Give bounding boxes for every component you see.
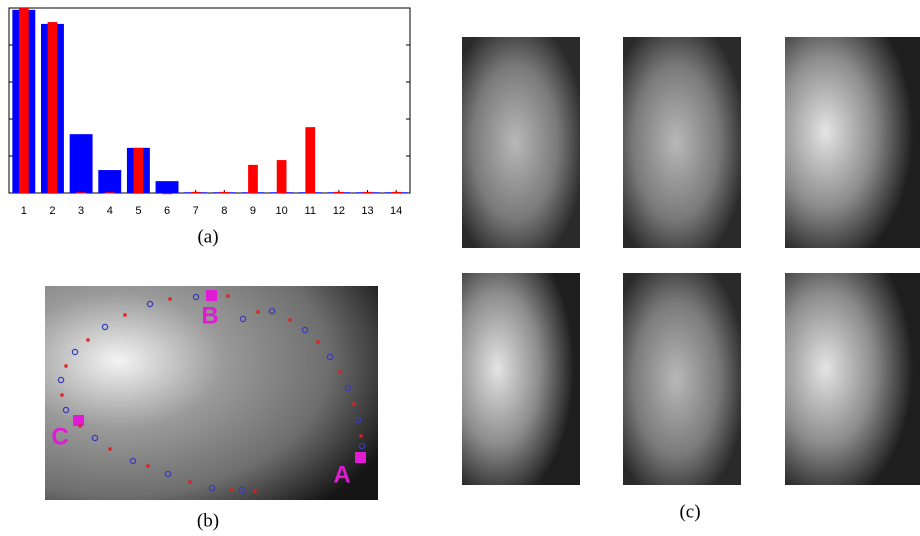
trajectory-point [168, 297, 172, 301]
trajectory-point [60, 393, 64, 397]
bar [276, 160, 287, 193]
trajectory-point [78, 424, 82, 428]
trajectory-point [352, 402, 356, 406]
trajectory-point [230, 488, 234, 492]
x-tick-label: 13 [361, 205, 373, 217]
x-tick-label: 7 [193, 205, 199, 217]
trajectory-point [316, 340, 320, 344]
bar [76, 192, 86, 194]
face-image [462, 37, 580, 248]
bar [162, 193, 172, 195]
x-tick-label: 8 [221, 205, 227, 217]
trajectory-point [62, 406, 70, 414]
trajectory-point [108, 447, 112, 451]
trajectory-point [226, 294, 230, 298]
bar [47, 22, 58, 194]
point-label: A [333, 461, 350, 488]
bar [305, 127, 316, 193]
bar [69, 134, 93, 193]
trajectory-point [64, 364, 68, 368]
caption: (a) [197, 226, 218, 247]
bar [98, 170, 122, 193]
trajectory-point [238, 486, 246, 494]
trajectory-point [256, 310, 260, 314]
trajectory-point [338, 370, 342, 374]
bar [155, 181, 179, 193]
caption: (c) [679, 501, 700, 522]
trajectory-point [301, 326, 309, 334]
trajectory-point [57, 376, 65, 384]
bar [391, 191, 402, 194]
x-tick-label: 4 [107, 205, 113, 217]
trajectory-point [146, 464, 150, 468]
face-image [462, 273, 580, 485]
bar [219, 191, 230, 194]
trajectory-point [146, 300, 154, 308]
face-image [785, 273, 920, 485]
trajectory-point [192, 293, 200, 301]
x-tick-label: 14 [390, 205, 402, 217]
trajectory-point [268, 307, 276, 315]
face-image [785, 37, 920, 248]
x-tick-label: 12 [333, 205, 345, 217]
trajectory-point [123, 313, 127, 317]
trajectory-point [358, 442, 366, 450]
plot-frame [8, 7, 411, 194]
x-tick-label: 11 [305, 205, 316, 217]
bar [133, 147, 144, 193]
face-image [623, 273, 741, 485]
face-grid [462, 37, 920, 485]
trajectory-point [359, 434, 363, 438]
face-image [623, 37, 741, 248]
trajectory-point [354, 416, 362, 424]
trajectory-point [344, 384, 352, 392]
trajectory-point [101, 323, 109, 331]
trajectory-point [188, 480, 192, 484]
x-tick-label: 2 [49, 205, 55, 217]
bar [18, 8, 29, 193]
x-tick-label: 5 [135, 205, 141, 217]
marker [73, 415, 84, 426]
point-label: B [201, 302, 218, 329]
trajectory-point [253, 489, 257, 493]
trajectory-point [208, 484, 216, 492]
point-label: C [51, 423, 68, 450]
bar [334, 191, 344, 194]
trajectory-point [164, 470, 172, 478]
x-tick-label: 6 [164, 205, 170, 217]
bar [190, 191, 201, 194]
caption: (b) [197, 510, 219, 531]
trajectory-point [326, 353, 334, 361]
trajectory-point [129, 457, 137, 465]
x-tick-label: 9 [250, 205, 256, 217]
bar [362, 191, 373, 194]
trajectory-point [86, 338, 90, 342]
trajectory-point [239, 315, 247, 323]
bar [104, 192, 115, 194]
marker [355, 452, 366, 463]
trajectory-point [71, 348, 79, 356]
x-tick-label: 3 [78, 205, 84, 217]
trajectory-point [91, 434, 99, 442]
marker [206, 290, 217, 301]
trajectory-point [288, 318, 292, 322]
x-tick-label: 1 [21, 205, 27, 217]
bar [248, 164, 258, 193]
x-tick-label: 10 [275, 205, 287, 217]
panel-b-image [45, 286, 378, 500]
